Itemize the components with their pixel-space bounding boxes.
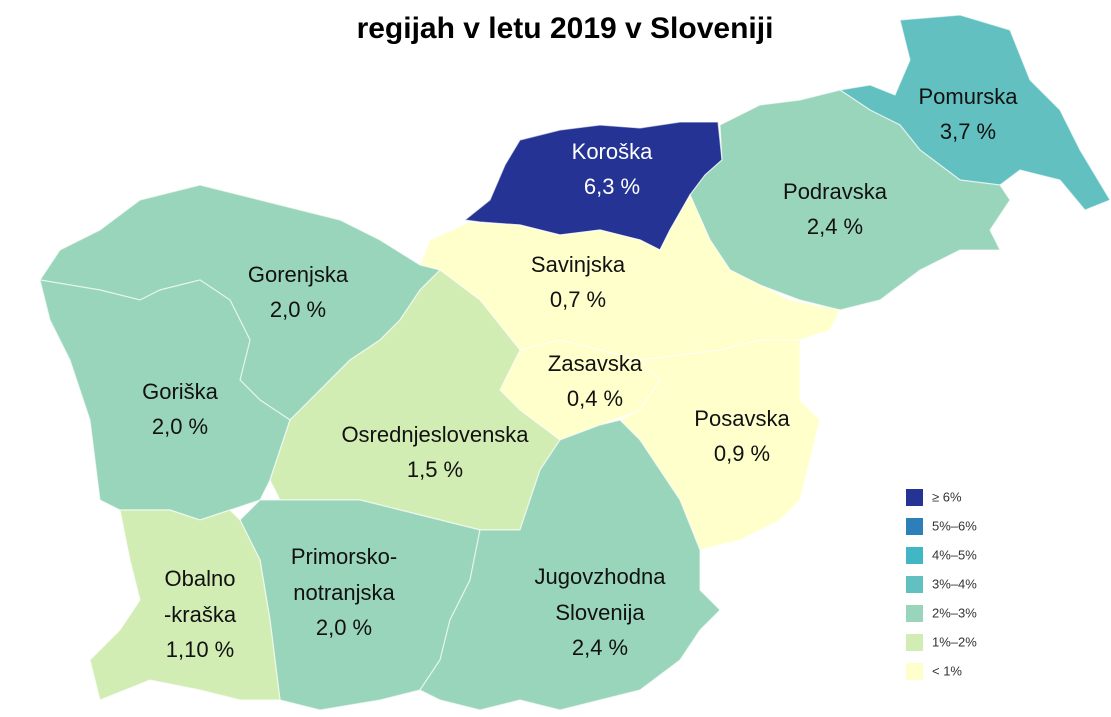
legend-label: 2%–3% (932, 605, 977, 620)
legend-swatch (906, 489, 923, 506)
region (689, 89, 1011, 311)
region-name: Savinjska (531, 252, 626, 277)
region-value: 0,7 % (550, 287, 606, 312)
region-value: 0,9 % (714, 441, 770, 466)
region-name: Koroška (572, 139, 653, 164)
region-name: Slovenija (555, 600, 645, 625)
region-name: Goriška (142, 379, 219, 404)
region-value: 2,0 % (152, 414, 208, 439)
region-value: 6,3 % (584, 174, 640, 199)
region-name: notranjska (293, 580, 395, 605)
legend-swatch (906, 605, 923, 622)
region-value: 0,4 % (567, 386, 623, 411)
region-name: Posavska (694, 406, 790, 431)
region-value: 2,4 % (572, 635, 628, 660)
region-name: Jugovzhodna (535, 564, 667, 589)
region-name: Primorsko- (291, 544, 397, 569)
region-value: 1,10 % (166, 637, 235, 662)
legend-swatch (906, 518, 923, 535)
legend-swatch (906, 663, 923, 680)
region (89, 509, 281, 701)
legend: ≥ 6% 5%–6% 4%–5% 3%–4% 2%–3% 1%–2% < 1% (906, 489, 977, 680)
region-name: -kraška (164, 602, 237, 627)
region-value: 2,4 % (807, 214, 863, 239)
region-value: 3,7 % (940, 119, 996, 144)
legend-label: 3%–4% (932, 576, 977, 591)
labels: Pomurska 3,7 % Koroška 6,3 % Podravska 2,4 % S… (142, 84, 1018, 662)
region-name: Obalno (165, 566, 236, 591)
region (838, 14, 1111, 211)
legend-swatch (906, 634, 923, 651)
region-value: 2,0 % (270, 297, 326, 322)
region-value: 2,0 % (316, 615, 372, 640)
region-name: Pomurska (918, 84, 1018, 109)
map-title: regijah v letu 2019 v Sloveniji (357, 12, 774, 45)
region-name: Osrednjeslovenska (341, 422, 529, 447)
legend-label: 1%–2% (932, 634, 977, 649)
legend-label: ≥ 6% (932, 489, 962, 504)
region-name: Zasavska (548, 351, 643, 376)
legend-swatch (906, 576, 923, 593)
legend-swatch (906, 547, 923, 564)
legend-label: 4%–5% (932, 547, 977, 562)
legend-label: < 1% (932, 663, 962, 678)
region-name: Podravska (783, 179, 888, 204)
region (419, 419, 721, 711)
legend-label: 5%–6% (932, 518, 977, 533)
region-name: Gorenjska (248, 262, 349, 287)
regions (38, 14, 1111, 711)
region-value: 1,5 % (407, 457, 463, 482)
